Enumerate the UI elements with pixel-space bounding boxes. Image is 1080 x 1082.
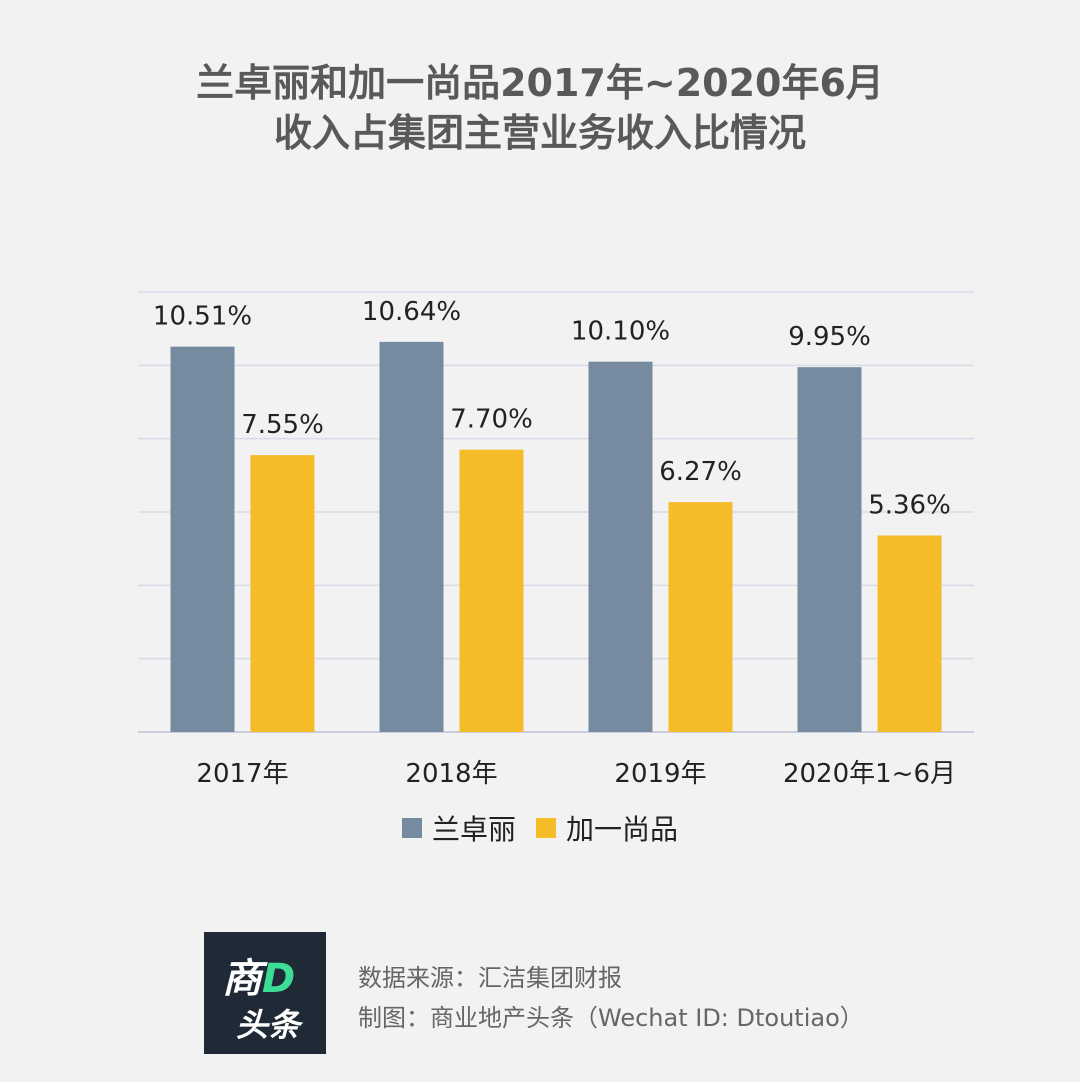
logo-accent: D (262, 956, 296, 1002)
x-tick-label: 2017年 (196, 759, 288, 789)
legend-label-jiayishangpin: 加一尚品 (566, 813, 679, 846)
legend-item-jiayishangpin: 加一尚品 (536, 808, 678, 848)
bar-jiayishangpin-2 (668, 502, 733, 732)
data-label: 10.10% (571, 317, 670, 347)
bar-lanzhuoli-0 (170, 346, 235, 732)
x-tick-label: 2020年1~6月 (783, 759, 956, 789)
x-tick-label: 2018年 (405, 759, 497, 789)
legend: 兰卓丽 加一尚品 (0, 808, 1080, 848)
bar-chart: 10.51% 7.55% 2017年 10.64% 7.70% 2018年 10.10% 6.… (138, 291, 974, 789)
bar-lanzhuoli-1 (379, 341, 444, 732)
bar-jiayishangpin-1 (459, 449, 524, 732)
logo-top: 商D (222, 946, 295, 1004)
chart-title: 兰卓丽和加一尚品2017年~2020年6月 收入占集团主营业务收入比情况 (0, 58, 1080, 158)
logo-top-char: 商 (222, 956, 262, 1002)
legend-swatch-lanzhuoli (401, 818, 422, 838)
bar-jiayishangpin-3 (877, 535, 942, 732)
logo: 商D 头条 (204, 932, 326, 1054)
chart-title-line2: 收入占集团主营业务收入比情况 (273, 111, 806, 155)
legend-swatch-jiayishangpin (536, 818, 556, 838)
chart-title-line1: 兰卓丽和加一尚品2017年~2020年6月 (196, 61, 884, 105)
data-label: 7.55% (241, 410, 324, 440)
logo-bottom: 头条 (236, 1006, 301, 1044)
data-label: 10.51% (153, 302, 252, 332)
bar-lanzhuoli-2 (588, 361, 653, 732)
x-tick-label: 2019年 (614, 759, 706, 789)
source-note: 数据来源：汇洁集团财报 制图：商业地产头条（Wechat ID: Dtoutia… (358, 958, 864, 1038)
legend-label-lanzhuoli: 兰卓丽 (431, 813, 516, 846)
bar-jiayishangpin-0 (250, 455, 315, 732)
data-label: 7.70% (450, 405, 533, 435)
data-label: 5.36% (868, 490, 951, 520)
data-label: 10.64% (362, 297, 461, 327)
bar-lanzhuoli-3 (797, 367, 862, 732)
data-label: 9.95% (788, 322, 871, 352)
data-label: 6.27% (659, 457, 742, 487)
source-line1: 数据来源：汇洁集团财报 (358, 964, 622, 992)
source-line2: 制图：商业地产头条（Wechat ID: Dtoutiao） (358, 1004, 864, 1032)
legend-item-lanzhuoli: 兰卓丽 (401, 808, 516, 848)
